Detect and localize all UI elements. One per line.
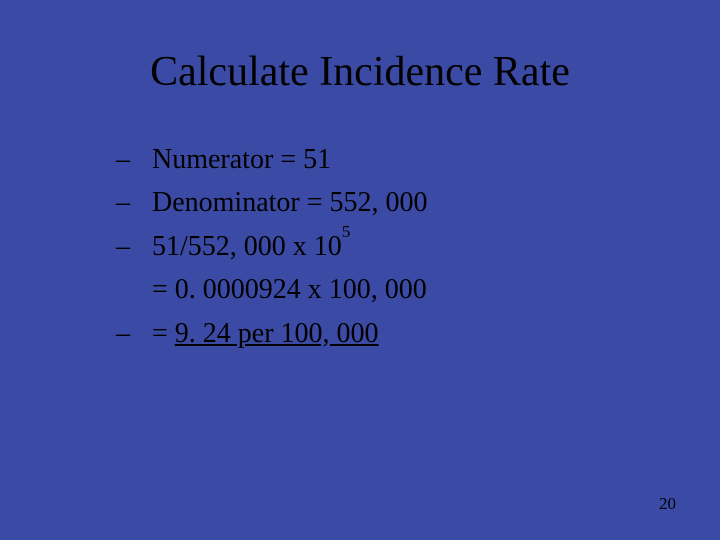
bullet-dash: – [116, 181, 152, 224]
page-number: 20 [659, 494, 676, 514]
slide-title: Calculate Incidence Rate [0, 48, 720, 96]
bullet-continuation: = 0. 0000924 x 100, 000 [116, 268, 720, 311]
bullet-text: Numerator = 51 [152, 138, 331, 181]
bullet-dash: – [116, 225, 152, 268]
bullet-dash-empty [116, 268, 152, 311]
slide-content: – Numerator = 51 – Denominator = 552, 00… [0, 138, 720, 355]
bullet-item: – = 9. 24 per 100, 000 [116, 312, 720, 355]
bullet-item: – Numerator = 51 [116, 138, 720, 181]
superscript: 5 [342, 222, 351, 241]
bullet-prefix: = [152, 318, 175, 349]
bullet-underlined: 9. 24 per 100, 000 [175, 318, 379, 349]
bullet-item: – Denominator = 552, 000 [116, 181, 720, 224]
bullet-text: 51/552, 000 x 105 [152, 225, 350, 268]
bullet-dash: – [116, 312, 152, 355]
bullet-prefix: 51/552, 000 x 10 [152, 231, 342, 262]
slide: Calculate Incidence Rate – Numerator = 5… [0, 0, 720, 540]
bullet-continuation-text: = 0. 0000924 x 100, 000 [152, 268, 427, 311]
bullet-text: = 9. 24 per 100, 000 [152, 312, 379, 355]
bullet-item: – 51/552, 000 x 105 [116, 225, 720, 268]
bullet-dash: – [116, 138, 152, 181]
bullet-text: Denominator = 552, 000 [152, 181, 428, 224]
